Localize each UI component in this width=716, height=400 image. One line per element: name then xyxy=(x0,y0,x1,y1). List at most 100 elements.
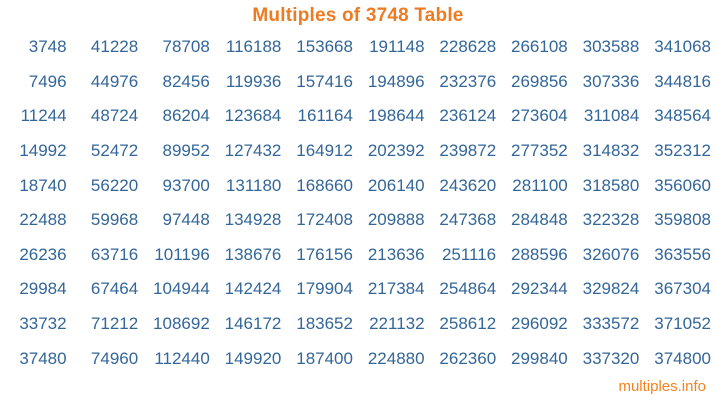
table-cell: 299840 xyxy=(511,348,568,368)
table-cell: 341068 xyxy=(654,37,711,57)
table-cell: 59968 xyxy=(90,210,139,230)
table-cell: 149920 xyxy=(224,348,282,368)
table-cell: 14992 xyxy=(19,141,67,161)
table-cell: 104944 xyxy=(153,279,210,299)
table-cell: 44976 xyxy=(90,71,139,91)
table-cell: 213636 xyxy=(367,244,425,264)
table-cell: 198644 xyxy=(367,106,425,126)
table-cell: 93700 xyxy=(162,175,210,195)
table-cell: 108692 xyxy=(153,314,210,334)
table-cell: 374800 xyxy=(654,348,711,368)
table-cell: 26236 xyxy=(19,244,67,264)
table-cell: 224880 xyxy=(367,348,425,368)
table-cell: 29984 xyxy=(19,279,67,299)
table-cell: 288596 xyxy=(511,244,568,264)
multiples-table: 3748 41228 78708 116188 153668 191148 228628 26… xyxy=(0,30,716,376)
table-cell: 251116 xyxy=(441,244,497,264)
table-row: 7496 44976 82456 119936 157416 194896 232376 26… xyxy=(0,65,716,100)
table-cell: 367304 xyxy=(654,279,711,299)
table-cell: 217384 xyxy=(367,279,425,299)
table-cell: 3748 xyxy=(28,37,67,57)
table-cell: 206140 xyxy=(367,175,425,195)
table-cell: 134928 xyxy=(224,210,282,230)
table-cell: 138676 xyxy=(224,244,282,264)
table-row: 33732 71212 108692 146172 183652 221132 258612… xyxy=(0,307,716,342)
table-row: 3748 41228 78708 116188 153668 191148 228628 26… xyxy=(0,30,716,65)
table-row: 14992 52472 89952 127432 164912 202392 239872 2… xyxy=(0,134,716,169)
table-cell: 63716 xyxy=(90,244,139,264)
table-cell: 168660 xyxy=(296,175,353,195)
table-cell: 194896 xyxy=(367,71,425,91)
table-cell: 89952 xyxy=(162,141,210,161)
table-cell: 258612 xyxy=(439,314,497,334)
table-row: 37480 74960 112440 149920 187400 224880 262360… xyxy=(0,341,716,376)
table-cell: 344816 xyxy=(654,71,711,91)
table-cell: 33732 xyxy=(19,314,67,334)
table-cell: 209888 xyxy=(367,210,425,230)
table-cell: 277352 xyxy=(511,141,568,161)
table-cell: 164912 xyxy=(296,141,353,161)
table-cell: 292344 xyxy=(511,279,568,299)
table-cell: 296092 xyxy=(511,314,568,334)
table-cell: 123684 xyxy=(224,106,282,126)
table-cell: 326076 xyxy=(582,244,640,264)
table-cell: 101196 xyxy=(154,244,210,264)
table-cell: 191148 xyxy=(369,37,425,57)
table-cell: 356060 xyxy=(654,175,711,195)
table-cell: 307336 xyxy=(582,71,640,91)
table-cell: 97448 xyxy=(162,210,210,230)
table-cell: 371052 xyxy=(654,314,711,334)
table-cell: 52472 xyxy=(90,141,139,161)
table-cell: 146172 xyxy=(224,314,282,334)
table-cell: 153668 xyxy=(296,37,353,57)
table-cell: 363556 xyxy=(654,244,711,264)
table-cell: 239872 xyxy=(439,141,497,161)
table-cell: 22488 xyxy=(19,210,67,230)
table-cell: 333572 xyxy=(582,314,640,334)
table-cell: 161164 xyxy=(297,106,353,126)
table-cell: 112440 xyxy=(154,348,210,368)
table-cell: 41228 xyxy=(90,37,139,57)
table-cell: 322328 xyxy=(582,210,640,230)
table-cell: 179904 xyxy=(296,279,353,299)
table-cell: 11244 xyxy=(20,106,67,126)
table-cell: 142424 xyxy=(224,279,282,299)
table-cell: 71212 xyxy=(90,314,139,334)
table-row: 22488 59968 97448 134928 172408 209888 247368 2… xyxy=(0,203,716,238)
table-cell: 348564 xyxy=(654,106,711,126)
table-cell: 157416 xyxy=(296,71,353,91)
table-cell: 67464 xyxy=(90,279,139,299)
table-cell: 18740 xyxy=(19,175,67,195)
table-cell: 329824 xyxy=(582,279,640,299)
table-cell: 337320 xyxy=(582,348,640,368)
table-cell: 176156 xyxy=(296,244,353,264)
table-cell: 352312 xyxy=(654,141,711,161)
table-row: 29984 67464 104944 142424 179904 217384 254864… xyxy=(0,272,716,307)
table-cell: 131180 xyxy=(225,175,282,195)
table-cell: 48724 xyxy=(90,106,139,126)
table-cell: 116188 xyxy=(225,37,282,57)
table-row: 18740 56220 93700 131180 168660 206140 243620 2… xyxy=(0,168,716,203)
table-cell: 243620 xyxy=(439,175,497,195)
table-cell: 254864 xyxy=(439,279,497,299)
table-cell: 37480 xyxy=(19,348,67,368)
table-cell: 86204 xyxy=(162,106,210,126)
page-title: Multiples of 3748 Table xyxy=(252,5,464,26)
table-cell: 172408 xyxy=(296,210,353,230)
table-cell: 247368 xyxy=(439,210,497,230)
table-cell: 119936 xyxy=(225,71,282,91)
table-cell: 311084 xyxy=(583,106,640,126)
table-cell: 82456 xyxy=(162,71,210,91)
multiples-table-body: 3748 41228 78708 116188 153668 191148 228628 26… xyxy=(0,30,716,376)
table-cell: 183652 xyxy=(296,314,353,334)
table-cell: 273604 xyxy=(511,106,568,126)
table-cell: 127432 xyxy=(224,141,282,161)
site-link[interactable]: multiples.info xyxy=(618,378,706,395)
table-row: 26236 63716 101196 138676 176156 213636 251116… xyxy=(0,238,716,273)
table-cell: 359808 xyxy=(654,210,711,230)
table-cell: 303588 xyxy=(582,37,640,57)
footer: multiples.info xyxy=(618,378,706,395)
table-row: 11244 48724 86204 123684 161164 198644 236124 2… xyxy=(0,99,716,134)
table-cell: 281100 xyxy=(512,175,568,195)
